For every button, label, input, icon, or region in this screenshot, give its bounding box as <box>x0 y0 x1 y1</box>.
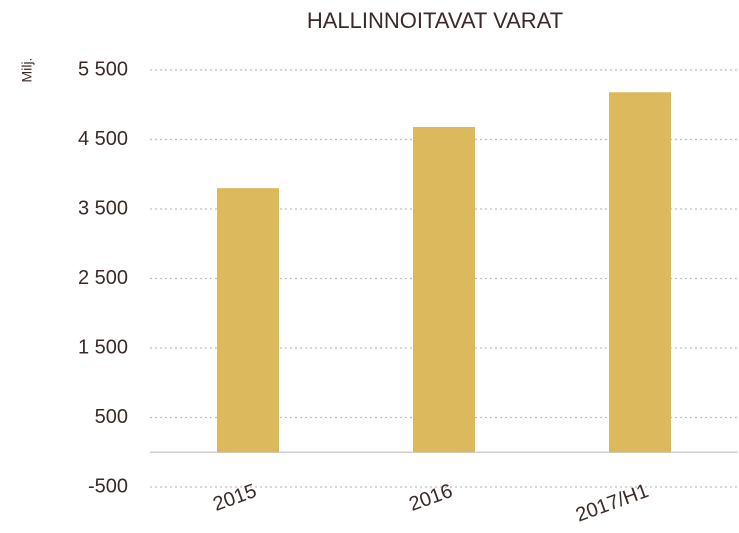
bar <box>217 188 279 453</box>
y-tick-label: 5 500 <box>78 58 128 80</box>
y-tick-label: 3 500 <box>78 197 128 219</box>
y-tick-label: 1 500 <box>78 336 128 358</box>
x-tick-label: 2016 <box>406 480 455 516</box>
y-tick-label: -500 <box>88 475 128 497</box>
y-tick-label: 500 <box>95 406 128 428</box>
bar <box>413 126 475 453</box>
y-tick-label: 4 500 <box>78 128 128 150</box>
y-axis-label: Milj. <box>19 58 35 83</box>
x-tick-label: 2017/H1 <box>573 480 652 527</box>
chart-title: HALLINNOITAVAT VARAT <box>307 8 563 33</box>
x-tick-label: 2015 <box>210 480 259 516</box>
bar <box>609 92 671 453</box>
y-tick-label: 2 500 <box>78 267 128 289</box>
